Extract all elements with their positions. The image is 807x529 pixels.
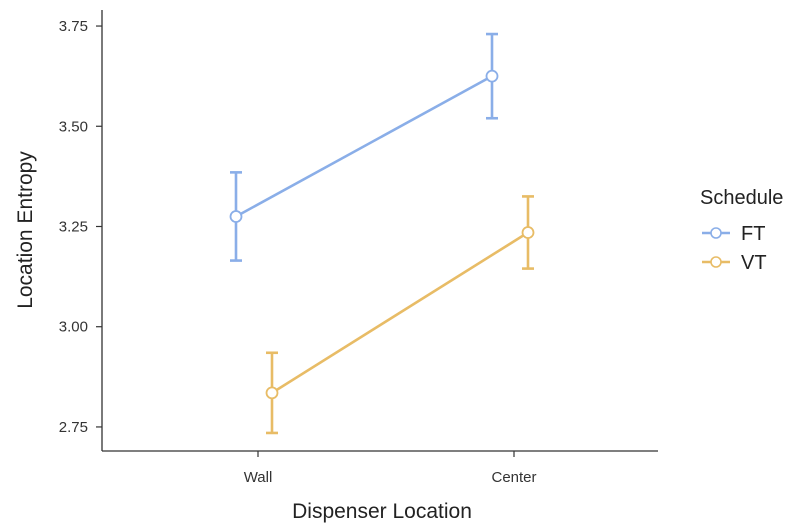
- y-tick-label: 3.00: [59, 319, 88, 336]
- y-tick-label: 3.25: [59, 218, 88, 235]
- y-tick-label: 3.75: [59, 18, 88, 35]
- x-ticks: Wall Center: [244, 451, 537, 486]
- y-tick-label: 2.75: [59, 419, 88, 436]
- legend-item-vt: VT: [702, 252, 767, 274]
- data-point-ft: [485, 69, 499, 83]
- y-axis-title: Location Entropy: [14, 151, 37, 309]
- x-tick-label: Center: [491, 469, 536, 486]
- y-tick-label: 3.50: [59, 118, 88, 135]
- x-tick-label: Wall: [244, 469, 273, 486]
- legend-item-ft: FT: [702, 223, 765, 245]
- legend-marker-ft: [710, 227, 722, 239]
- axes: 2.75 3.00 3.25 3.50 3.75 Wall Center: [59, 10, 658, 486]
- plot-area: [229, 32, 535, 435]
- series-line-vt: [271, 231, 529, 394]
- data-point-vt: [521, 226, 535, 239]
- y-ticks: 2.75 3.00 3.25 3.50 3.75: [59, 18, 102, 436]
- x-axis-title: Dispenser Location: [292, 500, 472, 523]
- legend: Schedule FT VT: [700, 187, 783, 274]
- legend-title: Schedule: [700, 187, 783, 209]
- legend-label-vt: VT: [741, 252, 767, 274]
- legend-marker-vt: [710, 256, 722, 268]
- data-point-ft: [229, 210, 243, 223]
- series-line-ft: [235, 75, 493, 218]
- data-point-vt: [265, 386, 279, 400]
- legend-label-ft: FT: [741, 223, 765, 245]
